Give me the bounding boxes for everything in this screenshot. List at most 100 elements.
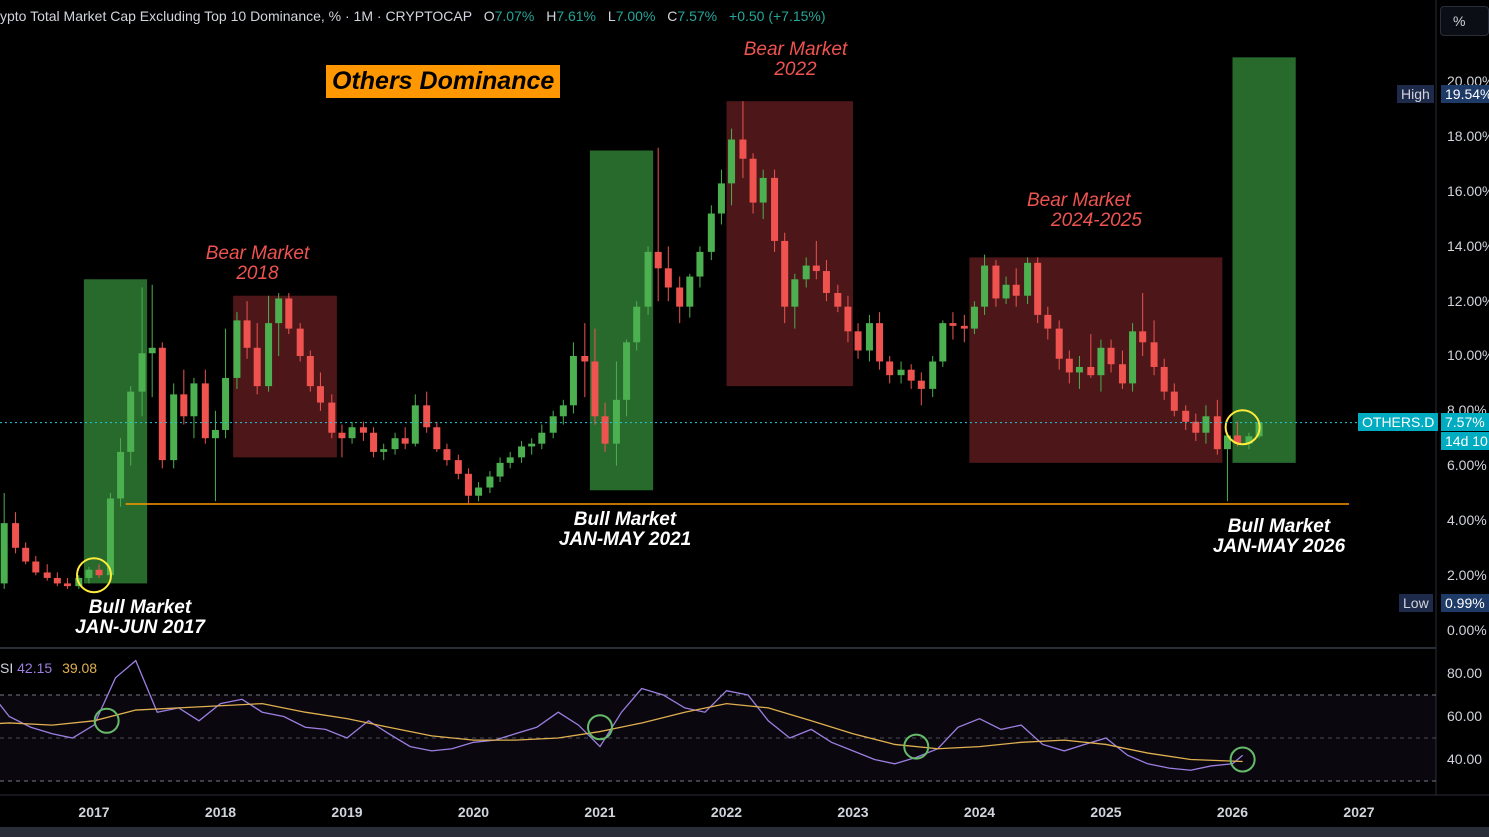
candle-body bbox=[106, 498, 114, 576]
candle-body bbox=[53, 577, 61, 584]
low-label: L bbox=[607, 8, 616, 24]
candle-body bbox=[644, 251, 652, 307]
time-tick: 2020 bbox=[458, 804, 489, 820]
rsi-band bbox=[0, 695, 1436, 781]
candle-body bbox=[939, 323, 947, 362]
price-tick: 4.00% bbox=[1447, 512, 1487, 528]
open-value: 7.07% bbox=[494, 8, 535, 24]
candle-body bbox=[929, 361, 937, 389]
price-tick: 14.00% bbox=[1447, 238, 1489, 254]
candle-body bbox=[518, 446, 526, 458]
symbol-title[interactable]: ypto Total Market Cap Excluding Top 10 D… bbox=[0, 8, 472, 24]
time-axis-layer: 2017 2018 2019 2020 2021 2022 2023 2024 2025 2026… bbox=[78, 804, 1374, 820]
candle-body bbox=[170, 394, 178, 461]
candle-body bbox=[569, 356, 577, 406]
candle-body bbox=[1150, 342, 1158, 367]
candle-body bbox=[127, 391, 135, 452]
high-value: 7.61% bbox=[556, 8, 597, 24]
candle-body bbox=[253, 347, 261, 387]
symbol-legend[interactable]: ypto Total Market Cap Excluding Top 10 D… bbox=[0, 8, 826, 24]
candle-body bbox=[148, 347, 156, 354]
time-tick: 2026 bbox=[1217, 804, 1248, 820]
candle-body bbox=[12, 523, 20, 548]
bear-2022-annotation: Bear Market 2022 bbox=[733, 40, 858, 80]
time-tick: 2021 bbox=[584, 804, 615, 820]
candle-body bbox=[1192, 421, 1200, 433]
candle-body bbox=[243, 320, 251, 348]
candle-body bbox=[0, 523, 8, 584]
candle-body bbox=[771, 177, 779, 241]
rsi-signal-circle bbox=[93, 707, 120, 734]
candle-body bbox=[612, 399, 620, 444]
candle-body bbox=[791, 279, 799, 307]
candle-body bbox=[960, 325, 968, 329]
candle-body bbox=[1129, 331, 1137, 384]
candle-body bbox=[1245, 436, 1253, 444]
candle-body bbox=[1139, 331, 1147, 343]
candle-body bbox=[739, 139, 747, 159]
annotation-line: JAN-MAY 2021 bbox=[558, 529, 692, 550]
low-value: 7.00% bbox=[615, 8, 656, 24]
candle-body bbox=[338, 432, 346, 439]
candle-body bbox=[316, 386, 324, 403]
candle-body bbox=[781, 240, 789, 307]
time-tick: 2025 bbox=[1090, 804, 1121, 820]
annotation-line: 2022 bbox=[774, 59, 817, 80]
candle-body bbox=[686, 276, 694, 307]
annotation-line: JAN-JUN 2017 bbox=[75, 617, 205, 638]
rsi-tick: 40.00 bbox=[1447, 751, 1483, 767]
candle-body bbox=[370, 432, 378, 452]
candle-body bbox=[992, 265, 1000, 299]
candle-body bbox=[496, 462, 504, 477]
candle-body bbox=[844, 306, 852, 332]
candle-body bbox=[201, 383, 209, 439]
close-label: C bbox=[667, 8, 678, 24]
candle-body bbox=[1044, 314, 1052, 329]
candle-body bbox=[1087, 366, 1095, 376]
candle-body bbox=[538, 432, 546, 444]
high-tag-label: High bbox=[1397, 85, 1434, 103]
annotation-line: 2024-2025 bbox=[1051, 210, 1142, 231]
price-tick: 0.00% bbox=[1447, 622, 1487, 638]
candle-body bbox=[907, 369, 915, 381]
rsi-signal-circle bbox=[587, 714, 613, 741]
candle-body bbox=[1182, 410, 1190, 422]
unit-toggle-button[interactable]: % bbox=[1440, 6, 1489, 36]
bear-market-zone bbox=[726, 101, 853, 387]
annotation-line: JAN-MAY 2026 bbox=[1212, 536, 1346, 557]
bull-2017-annotation: Bull Market JAN-JUN 2017 bbox=[70, 598, 210, 638]
candle-body bbox=[433, 427, 441, 450]
candle-body bbox=[22, 547, 30, 562]
rsi-signal-circle bbox=[1229, 746, 1256, 773]
candle-body bbox=[454, 460, 462, 474]
rsi-layer bbox=[0, 659, 1256, 773]
candle-body bbox=[359, 427, 367, 433]
candle-body bbox=[623, 342, 631, 400]
candle-body bbox=[296, 328, 304, 356]
time-tick: 2024 bbox=[964, 804, 995, 820]
candle-body bbox=[443, 449, 451, 461]
annotation-line: 2018 bbox=[236, 263, 279, 284]
rsi-ma-line bbox=[0, 702, 1243, 763]
candle-body bbox=[380, 449, 388, 452]
bottom-toolbar-strip bbox=[0, 827, 1489, 837]
candle-body bbox=[749, 158, 757, 203]
candle-body bbox=[1213, 416, 1221, 450]
change-value: +0.50 (+7.15%) bbox=[729, 8, 826, 24]
time-tick: 2018 bbox=[205, 804, 236, 820]
candle-body bbox=[802, 265, 810, 280]
candle-body bbox=[475, 487, 483, 496]
candle-body bbox=[1202, 416, 1210, 433]
bull-2026-annotation: Bull Market JAN-MAY 2026 bbox=[1205, 517, 1353, 557]
time-tick: 2022 bbox=[711, 804, 742, 820]
candle-body bbox=[654, 251, 662, 269]
price-tick: 10.00% bbox=[1447, 347, 1489, 363]
bear-market-zone bbox=[969, 257, 1223, 463]
candle-body bbox=[822, 271, 830, 293]
rsi-legend[interactable]: SI 42.15 39.08 bbox=[0, 660, 97, 676]
candle-body bbox=[506, 457, 514, 463]
candle-body bbox=[43, 572, 51, 578]
candle-body bbox=[707, 213, 715, 252]
candle-body bbox=[1234, 435, 1242, 444]
